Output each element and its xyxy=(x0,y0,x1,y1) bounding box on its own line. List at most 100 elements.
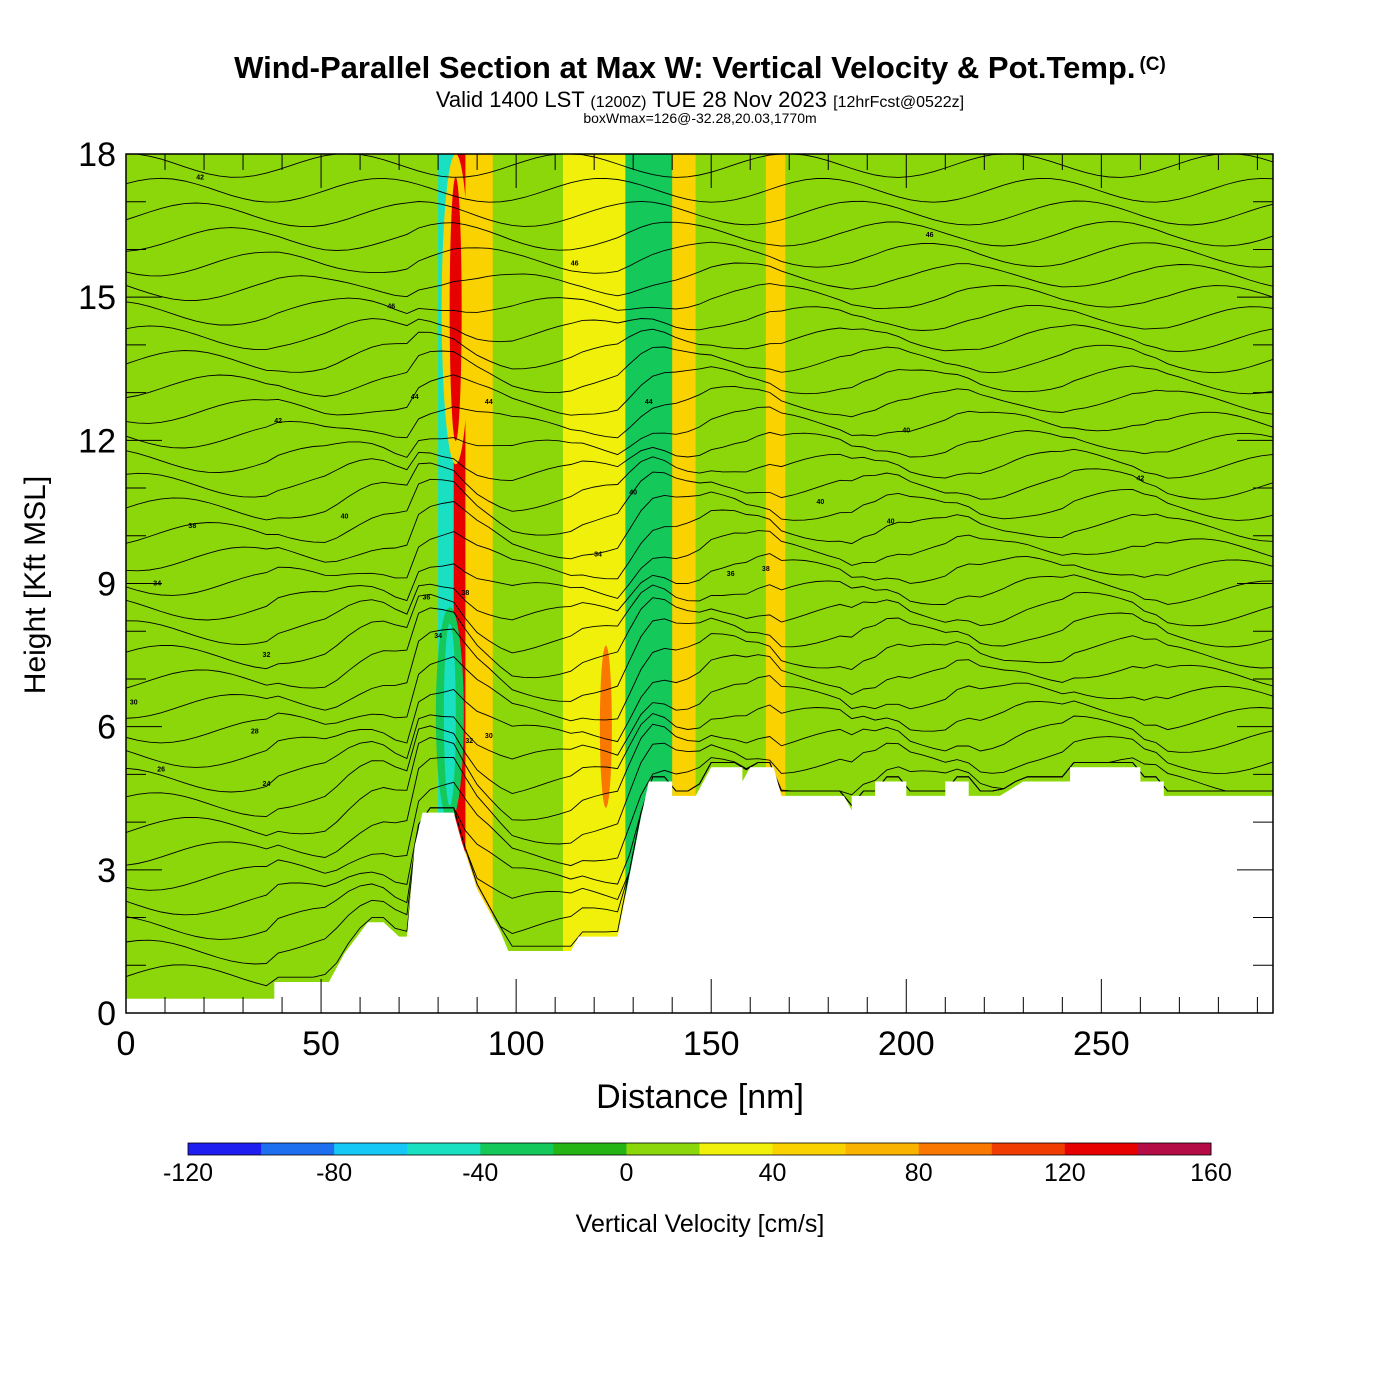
x-tick-label: 150 xyxy=(683,1025,740,1063)
colorbar-swatch-5 xyxy=(553,1143,627,1155)
theta-contour-30 xyxy=(125,221,1274,252)
y-tick-label: 15 xyxy=(78,279,116,317)
y-tick-label: 6 xyxy=(97,709,116,747)
x-tick-label: 100 xyxy=(488,1025,545,1063)
chart-subtitle: Valid 1400 LST (1200Z) TUE 28 Nov 2023 [… xyxy=(0,87,1400,113)
colorbar-swatch-10 xyxy=(918,1143,993,1155)
theta-label-26: 40 xyxy=(902,428,910,435)
theta-label-8: 30 xyxy=(130,700,138,707)
theta-contour-29 xyxy=(125,241,1274,277)
theta-contour-18 xyxy=(125,468,1274,544)
theta-contour-32 xyxy=(125,177,1274,203)
valid-utc: (1200Z) xyxy=(590,94,647,111)
theta-contour-23 xyxy=(125,365,1274,424)
velocity-band-1 xyxy=(165,154,197,1013)
theta-label-4: 40 xyxy=(341,514,349,521)
colorbar-tick-label: 80 xyxy=(905,1159,933,1187)
theta-contour-10 xyxy=(125,633,1274,744)
colorbar-tick-label: 160 xyxy=(1190,1159,1232,1187)
theta-label-5: 38 xyxy=(188,523,196,530)
theta-contour-9 xyxy=(125,654,1274,768)
colorbar-frame xyxy=(187,1142,1212,1156)
theta-label-19: 44 xyxy=(645,399,653,406)
theta-contour-21 xyxy=(125,406,1274,473)
valid-date: TUE 28 Nov 2023 xyxy=(652,87,828,112)
y-tick-label: 18 xyxy=(78,136,116,174)
colorbar-tick-label: 0 xyxy=(619,1159,633,1187)
theta-label-18: 46 xyxy=(571,261,579,268)
updraft-core-upper xyxy=(449,177,462,441)
colorbar: -120 -80 -40 0 40 80 120 160 xyxy=(163,1142,1232,1187)
theta-contour-14 xyxy=(125,553,1274,646)
colorbar-swatch-12 xyxy=(1064,1143,1139,1155)
theta-contour-6 xyxy=(125,715,1274,837)
colorbar-swatch-6 xyxy=(626,1143,700,1155)
theta-label-23: 38 xyxy=(762,566,770,573)
colorbar-swatch-4 xyxy=(480,1143,554,1155)
theta-contour-12 xyxy=(125,591,1274,689)
theta-label-16: 38 xyxy=(462,590,470,597)
velocity-band-4 xyxy=(313,154,369,1013)
box-max-info: boxWmax=126@-32.28,20.03,1770m xyxy=(583,110,817,126)
x-axis-label: Distance [nm] xyxy=(596,1078,804,1116)
colorbar-label: Vertical Velocity [cm/s] xyxy=(575,1210,825,1238)
theta-contour-28 xyxy=(125,262,1274,301)
theta-contour-16 xyxy=(125,509,1274,596)
theta-contour-27 xyxy=(125,283,1274,326)
colorbar-tick-label: -40 xyxy=(462,1159,498,1187)
colorbar-swatch-8 xyxy=(772,1143,847,1155)
potential-temperature-contours xyxy=(125,153,1274,987)
velocity-band-2 xyxy=(196,154,244,1013)
colorbar-tick-label: 40 xyxy=(759,1159,787,1187)
theta-contour-8 xyxy=(125,675,1274,793)
y-tick-label: 0 xyxy=(97,995,116,1033)
colorbar-swatch-9 xyxy=(845,1143,920,1155)
colorbar-tick-label: -120 xyxy=(163,1159,213,1187)
theta-contour-33 xyxy=(125,153,1274,178)
theta-label-15: 30 xyxy=(485,733,493,740)
velocity-band-3 xyxy=(243,154,314,1013)
y-tick-label: 3 xyxy=(97,852,116,890)
theta-contour-15 xyxy=(125,530,1274,621)
updraft-core-lower xyxy=(599,645,612,808)
theta-contour-7 xyxy=(125,700,1274,818)
contour-labels: 42 46 44 42 40 38 34 32 30 28 26 24 36 34 32 30 38 44 46 44… xyxy=(130,175,1144,788)
colorbar-swatch-7 xyxy=(699,1143,774,1155)
chart-title-text: Wind-Parallel Section at Max W: Vertical… xyxy=(234,50,1136,85)
theta-label-21: 40 xyxy=(629,490,637,497)
theta-contour-25 xyxy=(125,324,1274,373)
terrain xyxy=(126,767,1273,1013)
theta-contour-17 xyxy=(125,488,1274,572)
theta-contour-11 xyxy=(125,612,1274,719)
theta-label-14: 32 xyxy=(465,738,473,745)
theta-label-0: 42 xyxy=(196,175,204,182)
y-axis-label: Height [Kft MSL] xyxy=(19,475,52,695)
theta-label-2: 44 xyxy=(411,394,419,401)
theta-label-3: 42 xyxy=(274,418,282,425)
terrain-mask xyxy=(126,767,1273,1013)
copyright-mark: (C) xyxy=(1139,54,1166,75)
theta-label-1: 46 xyxy=(387,304,395,311)
colorbar-swatch-0 xyxy=(188,1143,262,1155)
theta-label-9: 28 xyxy=(251,728,259,735)
valid-time: Valid 1400 LST xyxy=(435,87,585,112)
forecast-info: [12hrFcst@0522z] xyxy=(833,94,965,111)
colorbar-swatch-1 xyxy=(261,1143,335,1155)
colorbar-tick-label: 120 xyxy=(1044,1159,1086,1187)
theta-contour-31 xyxy=(125,200,1274,228)
theta-label-13: 34 xyxy=(434,633,442,640)
theta-label-17: 44 xyxy=(485,399,493,406)
colorbar-swatch-11 xyxy=(991,1143,1066,1155)
colorbar-tick-label: -80 xyxy=(316,1159,352,1187)
theta-label-25: 40 xyxy=(887,518,895,525)
velocity-band-10 xyxy=(562,154,626,1013)
colorbar-swatch-3 xyxy=(407,1143,481,1155)
theta-contour-5 xyxy=(125,736,1274,866)
theta-label-11: 24 xyxy=(263,781,271,788)
theta-contour-22 xyxy=(125,385,1274,449)
x-tick-label: 0 xyxy=(117,1025,136,1063)
theta-contour-4 xyxy=(125,757,1273,891)
colorbar-swatch-2 xyxy=(334,1143,408,1155)
